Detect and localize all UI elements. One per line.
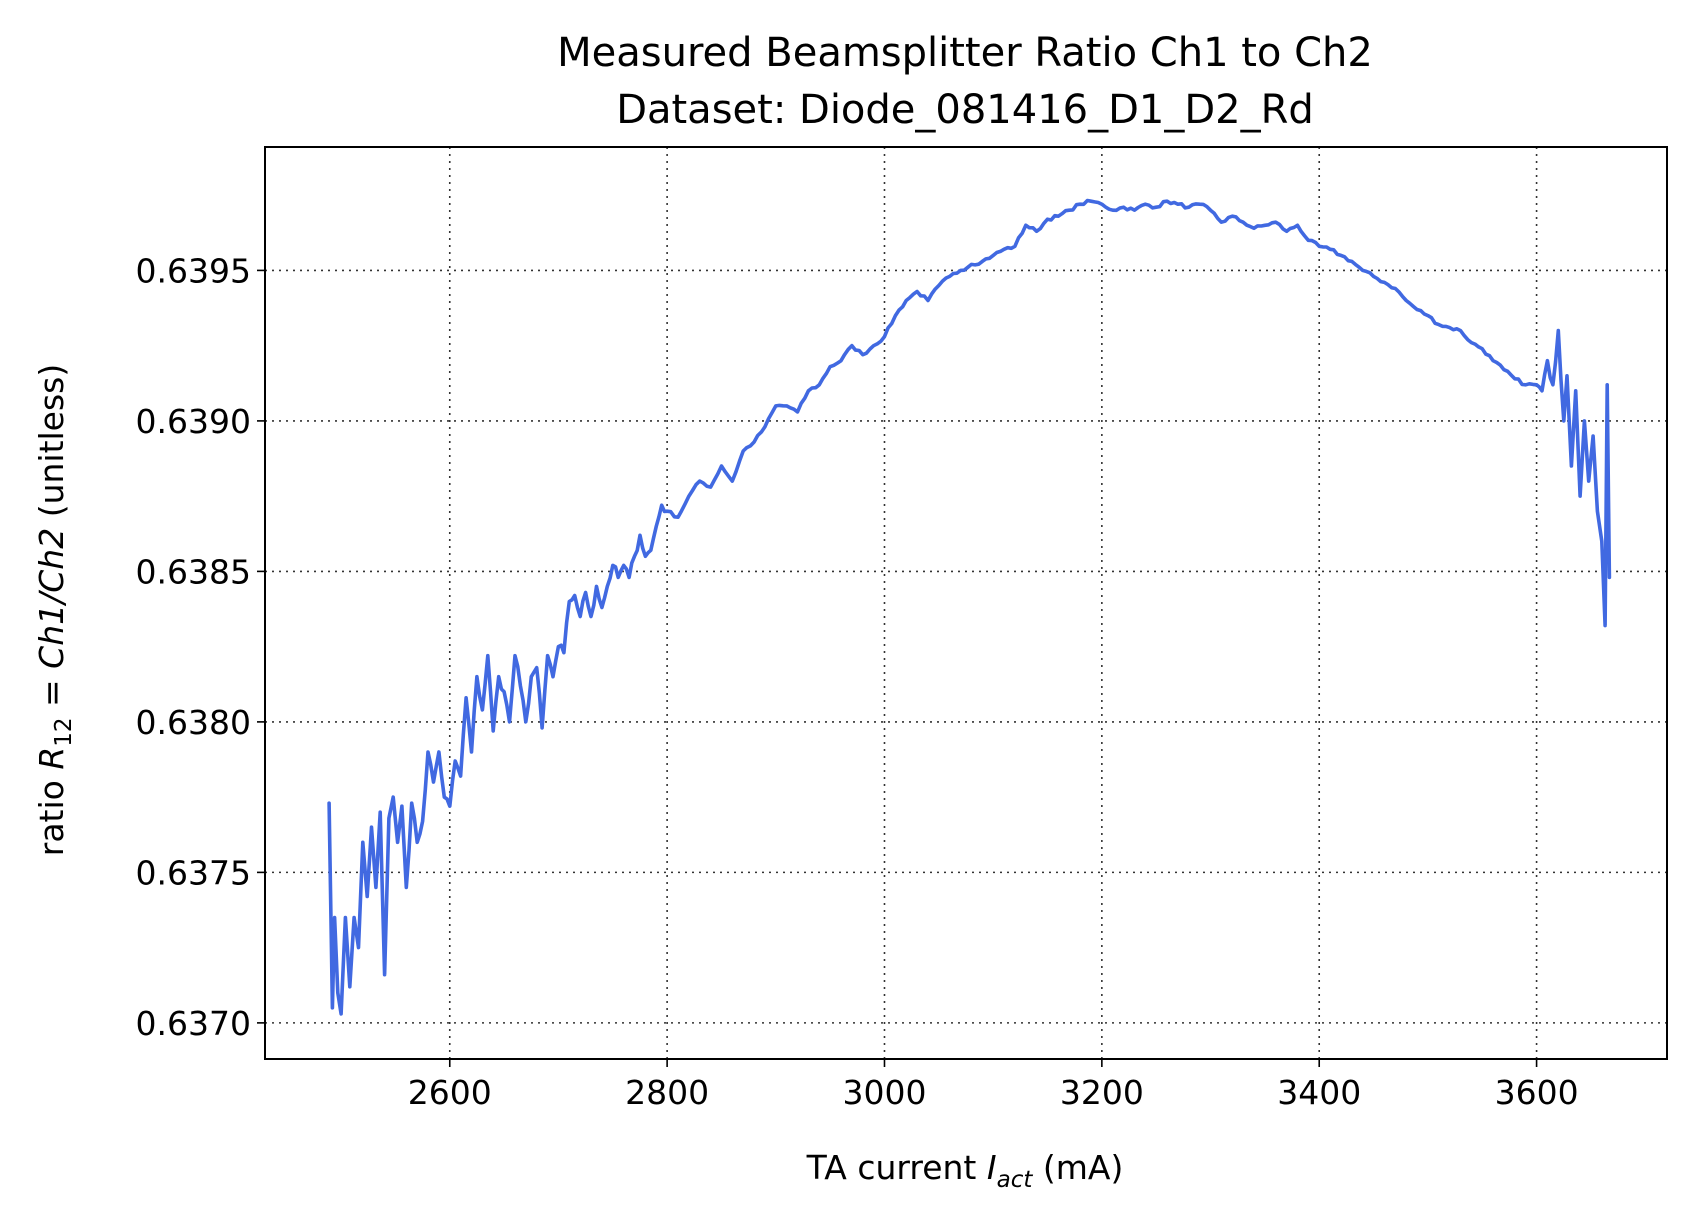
chart-subtitle: Dataset: Diode_081416_D1_D2_Rd xyxy=(616,87,1314,133)
ticks xyxy=(257,269,1538,1067)
y-tick-label: 0.6370 xyxy=(136,1004,251,1043)
y-tick-label: 0.6390 xyxy=(136,402,251,441)
x-tick-label: 2600 xyxy=(408,1073,492,1112)
chart-title: Measured Beamsplitter Ratio Ch1 to Ch2 xyxy=(557,30,1373,76)
y-tick-label: 0.6385 xyxy=(136,552,251,591)
y-tick-label: 0.6375 xyxy=(136,853,251,892)
x-tick-label: 3200 xyxy=(1060,1073,1144,1112)
x-tick-label: 3400 xyxy=(1277,1073,1361,1112)
plot-frame xyxy=(264,146,1668,1060)
tick-labels: 2600 2800 3000 3200 3400 3600 0.6370 0.6375 0.63… xyxy=(136,251,1579,1112)
x-tick-label: 3000 xyxy=(842,1073,926,1112)
y-tick-label: 0.6395 xyxy=(136,251,251,290)
plot-area xyxy=(327,198,1612,1016)
x-tick-label: 2800 xyxy=(625,1073,709,1112)
y-axis-label: ratio R12 = Ch1/Ch2 (unitless) xyxy=(32,364,77,857)
x-tick-label: 3600 xyxy=(1495,1073,1579,1112)
series-line xyxy=(327,198,1612,1016)
x-axis-label: TA current Iact (mA) xyxy=(806,1148,1124,1193)
y-tick-label: 0.6380 xyxy=(136,703,251,742)
